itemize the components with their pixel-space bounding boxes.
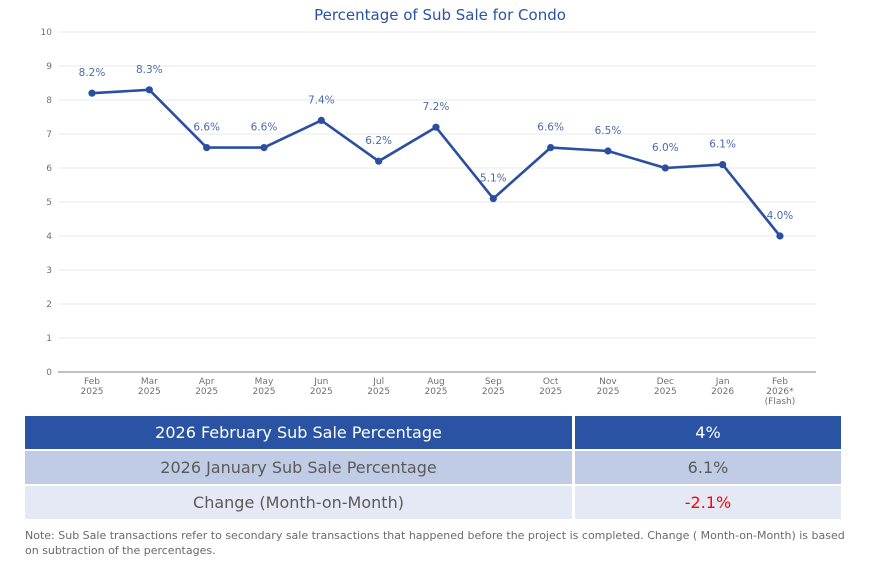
data-point [375, 157, 383, 165]
x-tick-label-line: 2025 [195, 387, 218, 397]
x-tick-label-line: 2025 [367, 387, 390, 397]
y-tick-label: 2 [46, 300, 52, 310]
x-tick-label-line: 2025 [253, 387, 276, 397]
current-label: 2026 February Sub Sale Percentage [25, 416, 572, 449]
y-tick-label: 10 [41, 28, 53, 38]
x-tick-label: Nov 2025 [597, 377, 620, 397]
data-label: 6.6% [251, 122, 278, 134]
x-tick-label: May 2025 [253, 377, 276, 397]
x-tick-label: Sep 2025 [482, 377, 505, 397]
x-tick-label-line: May [255, 377, 274, 387]
x-tick-label: Jun 2025 [310, 377, 333, 397]
data-point [317, 116, 325, 124]
x-tick-label-line: Apr [199, 377, 215, 387]
x-tick-label: Apr 2025 [195, 377, 218, 397]
y-tick-label: 9 [46, 62, 52, 72]
x-tick-label-line: (Flash) [765, 397, 796, 407]
y-tick-label: 3 [46, 266, 52, 276]
data-label: 6.1% [709, 139, 736, 151]
data-labels: 8.2% 8.3% 6.6% 6.6% 7.4% 6.2% 7.2% 5.1% 6.6% 6.5%… [79, 64, 794, 222]
x-tick-label: Oct 2025 [539, 377, 562, 397]
x-tick-label-line: 2025 [482, 387, 505, 397]
y-tick-label: 0 [46, 368, 52, 378]
data-point [145, 86, 153, 94]
x-tick-label-line: 2025 [310, 387, 333, 397]
data-label: 4.0% [767, 210, 794, 222]
y-tick-label: 4 [46, 232, 52, 242]
data-label: 6.6% [193, 122, 220, 134]
x-tick-label-line: Jun [313, 377, 328, 387]
x-tick-label-line: Feb [84, 377, 100, 387]
x-tick-label-line: Nov [599, 377, 617, 387]
data-label: 8.2% [79, 67, 106, 79]
data-point [604, 147, 612, 155]
data-label: 6.0% [652, 142, 679, 154]
data-label: 6.5% [595, 125, 622, 137]
summary-row-current: 2026 February Sub Sale Percentage 4% [25, 416, 841, 449]
x-tick-label-line: Oct [543, 377, 559, 387]
x-tick-label: Feb 2026* (Flash) [765, 377, 796, 407]
y-axis-ticks: 0 1 2 3 4 5 6 7 8 9 10 [41, 28, 53, 378]
gridlines [58, 31, 816, 339]
change-label: Change (Month-on-Month) [25, 486, 572, 519]
x-tick-label-line: Feb [772, 377, 788, 387]
chart-title: Percentage of Sub Sale for Condo [314, 6, 566, 24]
x-tick-label: Aug 2025 [425, 377, 448, 397]
current-value: 4% [575, 416, 841, 449]
x-tick-label-line: 2025 [597, 387, 620, 397]
data-label: 7.4% [308, 94, 335, 106]
data-label: 8.3% [136, 64, 163, 76]
data-point [260, 144, 268, 152]
data-point [776, 232, 784, 240]
data-point [719, 161, 727, 169]
data-point [489, 195, 497, 203]
data-label: 6.6% [537, 122, 564, 134]
x-tick-label-line: 2025 [138, 387, 161, 397]
x-tick-label-line: 2026* [766, 387, 794, 397]
x-tick-label-line: 2025 [654, 387, 677, 397]
x-tick-label-line: Dec [657, 377, 674, 387]
x-tick-label-line: 2026 [711, 387, 734, 397]
previous-value: 6.1% [575, 451, 841, 484]
x-tick-label-line: 2025 [425, 387, 448, 397]
x-tick-label-line: Aug [427, 377, 445, 387]
x-tick-label: Jul 2025 [367, 377, 390, 397]
data-label: 7.2% [423, 101, 450, 113]
summary-row-previous: 2026 January Sub Sale Percentage 6.1% [25, 451, 841, 484]
change-value: -2.1% [575, 486, 841, 519]
x-tick-label-line: Sep [485, 377, 502, 387]
x-tick-label-line: Mar [141, 377, 158, 387]
data-point [88, 89, 96, 97]
x-tick-label-line: 2025 [81, 387, 104, 397]
data-point [661, 164, 669, 172]
y-tick-label: 7 [46, 130, 52, 140]
x-tick-label-line: 2025 [539, 387, 562, 397]
data-points [88, 86, 784, 240]
y-tick-label: 1 [46, 334, 52, 344]
summary-row-change: Change (Month-on-Month) -2.1% [25, 486, 841, 519]
data-label: 6.2% [365, 135, 392, 147]
x-tick-label: Mar 2025 [138, 377, 161, 397]
data-point [432, 123, 440, 131]
data-point [547, 144, 555, 152]
line-chart: Percentage of Sub Sale for Condo 0 1 2 3 4 5 6… [41, 6, 816, 407]
y-tick-label: 8 [46, 96, 52, 106]
data-point [203, 144, 211, 152]
x-tick-label: Jan 2026 [711, 377, 734, 397]
previous-label: 2026 January Sub Sale Percentage [25, 451, 572, 484]
y-tick-label: 6 [46, 164, 52, 174]
data-label: 5.1% [480, 173, 507, 185]
x-tick-label: Dec 2025 [654, 377, 677, 397]
footnote: Note: Sub Sale transactions refer to sec… [25, 529, 845, 557]
x-tick-label-line: Jul [372, 377, 384, 387]
x-tick-label: Feb 2025 [81, 377, 104, 397]
x-tick-label-line: Jan [715, 377, 730, 387]
summary-table: 2026 February Sub Sale Percentage 4% 202… [25, 416, 841, 521]
y-tick-label: 5 [46, 198, 52, 208]
